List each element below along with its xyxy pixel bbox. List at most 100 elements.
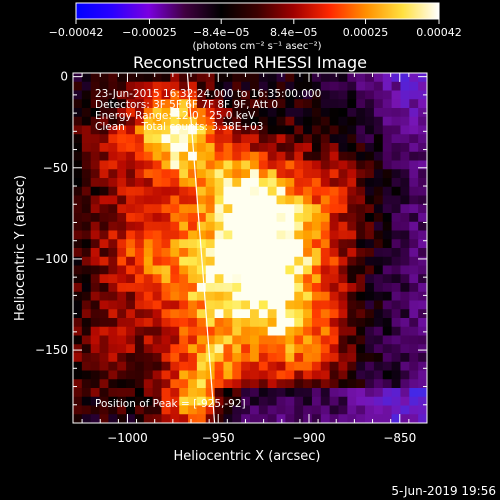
heatmap-cell: [311, 300, 322, 310]
heatmap-cell: [188, 213, 198, 223]
heatmap-cell: [373, 309, 384, 319]
heatmap-cell: [99, 90, 109, 100]
heatmap-cell: [356, 204, 366, 214]
heatmap-cell: [356, 160, 366, 170]
heatmap-cell: [223, 143, 233, 153]
heatmap-cell: [276, 143, 286, 153]
heatmap-cell: [391, 169, 402, 179]
heatmap-cell: [223, 335, 233, 345]
heatmap-cell: [356, 81, 366, 92]
heatmap-cell: [81, 256, 92, 267]
heatmap-cell: [196, 309, 207, 319]
heatmap-cell: [400, 221, 410, 232]
heatmap-cell: [347, 186, 357, 197]
heatmap-cell: [179, 90, 189, 100]
heatmap-cell: [143, 361, 154, 372]
heatmap-cell: [117, 309, 127, 319]
heatmap-cell: [188, 186, 198, 197]
heatmap-cell: [117, 178, 127, 188]
heatmap-cell: [196, 81, 207, 92]
heatmap-cell: [232, 125, 242, 135]
heatmap-cell: [108, 379, 118, 389]
heatmap-cell: [117, 361, 127, 372]
heatmap-cell: [267, 353, 278, 363]
heatmap-cell: [276, 73, 286, 83]
x-tick-label: −900: [293, 431, 326, 445]
heatmap-cell: [382, 213, 393, 223]
heatmap-cell: [99, 414, 109, 423]
heatmap-cell: [117, 379, 127, 389]
heatmap-cell: [409, 335, 419, 345]
heatmap-cell: [267, 274, 278, 284]
heatmap-cell: [373, 396, 384, 407]
heatmap-cell: [373, 125, 384, 135]
heatmap-cell: [409, 283, 419, 293]
heatmap-cell: [152, 239, 163, 249]
heatmap-cell: [365, 239, 375, 249]
heatmap-cell: [99, 248, 109, 258]
heatmap-cell: [276, 151, 286, 162]
heatmap-cell: [285, 379, 295, 389]
heatmap-cell: [250, 248, 260, 258]
heatmap-cell: [285, 326, 295, 337]
heatmap-cell: [320, 230, 331, 240]
heatmap-cell: [418, 73, 427, 83]
heatmap-cell: [258, 143, 269, 153]
heatmap-cell: [250, 326, 260, 337]
heatmap-cell: [241, 195, 251, 205]
heatmap-cell: [117, 326, 127, 337]
heatmap-cell: [267, 265, 278, 275]
heatmap-cell: [152, 396, 163, 407]
heatmap-cell: [90, 151, 101, 162]
heatmap-cell: [161, 248, 171, 258]
heatmap-cell: [391, 370, 402, 380]
heatmap-cell: [329, 230, 340, 240]
heatmap-cell: [205, 318, 216, 328]
heatmap-cell: [391, 99, 402, 109]
heatmap-cell: [382, 414, 393, 423]
heatmap-cell: [373, 186, 384, 197]
heatmap-cell: [347, 116, 357, 127]
heatmap-cell: [143, 256, 154, 267]
heatmap-cell: [232, 283, 242, 293]
heatmap-cell: [294, 81, 304, 92]
heatmap-cell: [188, 370, 198, 380]
heatmap-cell: [196, 143, 207, 153]
heatmap-cell: [161, 256, 171, 267]
heatmap-cell: [205, 396, 216, 407]
heatmap-cell: [214, 178, 225, 188]
heatmap-cell: [99, 318, 109, 328]
heatmap-cell: [400, 309, 410, 319]
heatmap-cell: [73, 90, 83, 100]
heatmap-cell: [152, 405, 163, 415]
heatmap-cell: [267, 335, 278, 345]
heatmap-cell: [311, 186, 322, 197]
heatmap-cell: [329, 160, 340, 170]
heatmap-cell: [373, 151, 384, 162]
heatmap-cell: [285, 396, 295, 407]
heatmap-cell: [205, 125, 216, 135]
heatmap-cell: [347, 160, 357, 170]
heatmap-cell: [170, 388, 180, 398]
heatmap-cell: [294, 405, 304, 415]
heatmap-cell: [90, 274, 101, 284]
heatmap-cell: [400, 370, 410, 380]
heatmap-cell: [232, 230, 242, 240]
heatmap-cell: [134, 318, 145, 328]
heatmap-cell: [108, 143, 118, 153]
heatmap-cell: [418, 283, 427, 293]
heatmap-cell: [311, 291, 322, 302]
heatmap-cell: [179, 344, 189, 354]
heatmap-cell: [320, 256, 331, 267]
heatmap-cell: [311, 108, 322, 118]
heatmap-cell: [294, 134, 304, 144]
heatmap-cell: [143, 335, 154, 345]
heatmap-cell: [188, 230, 198, 240]
heatmap-cell: [205, 300, 216, 310]
heatmap-cell: [241, 344, 251, 354]
heatmap-cell: [90, 344, 101, 354]
heatmap-cell: [170, 326, 180, 337]
heatmap-cell: [205, 116, 216, 127]
heatmap-cell: [126, 204, 136, 214]
heatmap-cell: [161, 151, 171, 162]
